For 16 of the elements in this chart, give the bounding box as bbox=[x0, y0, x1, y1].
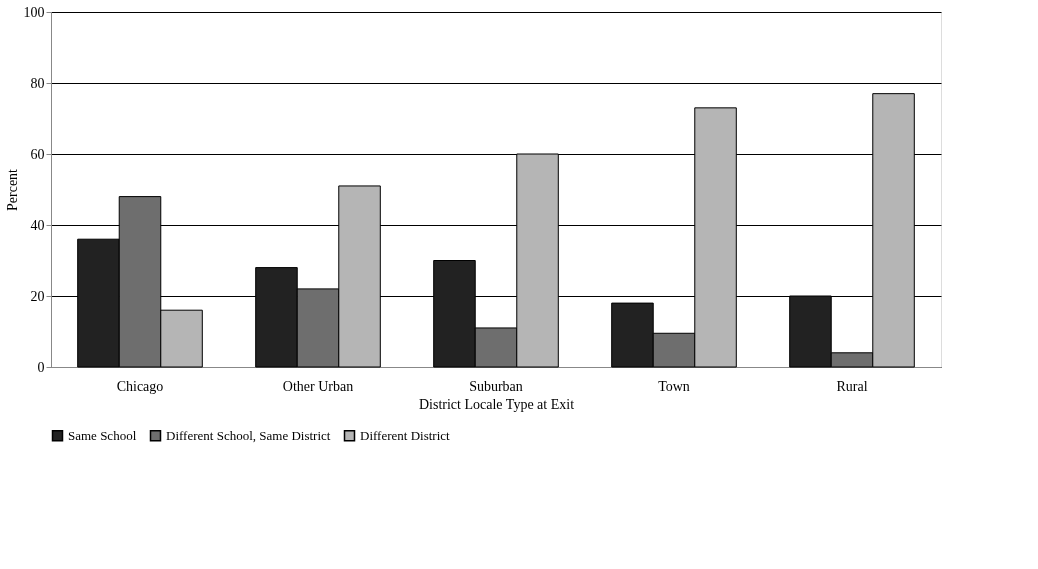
y-tick-label: 0 bbox=[37, 359, 45, 375]
x-tick-label: Suburban bbox=[469, 378, 523, 394]
legend-label: Same School bbox=[68, 427, 137, 443]
y-tick-label: 80 bbox=[30, 75, 45, 91]
y-tick-label: 100 bbox=[23, 4, 45, 20]
x-tick-label: Rural bbox=[836, 378, 868, 394]
y-axis-title: Percent bbox=[4, 168, 20, 211]
y-tick-label: 20 bbox=[30, 288, 45, 304]
y-tick-label: 40 bbox=[30, 217, 45, 233]
legend-label: Different District bbox=[360, 427, 451, 443]
y-tick-label: 60 bbox=[30, 146, 45, 162]
x-axis-title: District Locale Type at Exit bbox=[418, 396, 575, 412]
x-tick-label: Chicago bbox=[116, 378, 164, 394]
legend-label: Different School, Same District bbox=[166, 427, 331, 443]
x-tick-label: Other Urban bbox=[282, 378, 354, 394]
x-tick-label: Town bbox=[658, 378, 690, 394]
